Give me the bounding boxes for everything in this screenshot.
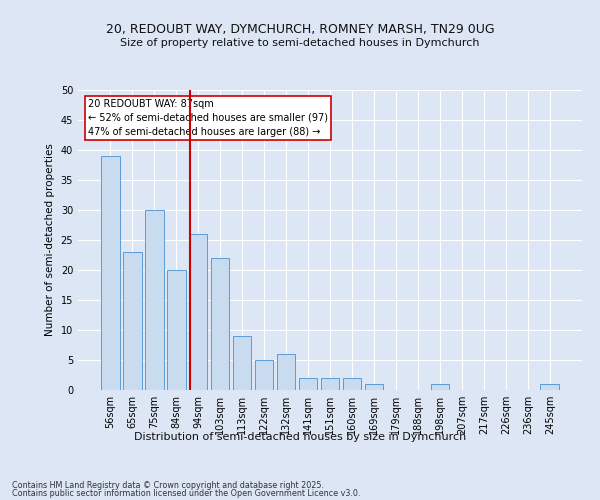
Text: Contains HM Land Registry data © Crown copyright and database right 2025.: Contains HM Land Registry data © Crown c… (12, 481, 324, 490)
Bar (145, 210, 164, 390)
Bar (320, 378, 340, 390)
Bar (431, 384, 449, 390)
Bar (365, 384, 383, 390)
Text: Distribution of semi-detached houses by size in Dymchurch: Distribution of semi-detached houses by … (134, 432, 466, 442)
Bar (541, 384, 559, 390)
Bar (255, 360, 274, 390)
Bar (211, 258, 229, 390)
Bar (123, 252, 142, 390)
Y-axis label: Number of semi-detached properties: Number of semi-detached properties (45, 144, 55, 336)
Text: 20, REDOUBT WAY, DYMCHURCH, ROMNEY MARSH, TN29 0UG: 20, REDOUBT WAY, DYMCHURCH, ROMNEY MARSH… (106, 22, 494, 36)
Bar (343, 378, 361, 390)
Bar (167, 270, 185, 390)
Bar (277, 354, 295, 390)
Bar (101, 156, 119, 390)
Bar (233, 336, 251, 390)
Text: Size of property relative to semi-detached houses in Dymchurch: Size of property relative to semi-detach… (120, 38, 480, 48)
Bar (189, 234, 208, 390)
Bar (299, 378, 317, 390)
Text: Contains public sector information licensed under the Open Government Licence v3: Contains public sector information licen… (12, 488, 361, 498)
Text: 20 REDOUBT WAY: 87sqm
← 52% of semi-detached houses are smaller (97)
47% of semi: 20 REDOUBT WAY: 87sqm ← 52% of semi-deta… (88, 99, 328, 137)
